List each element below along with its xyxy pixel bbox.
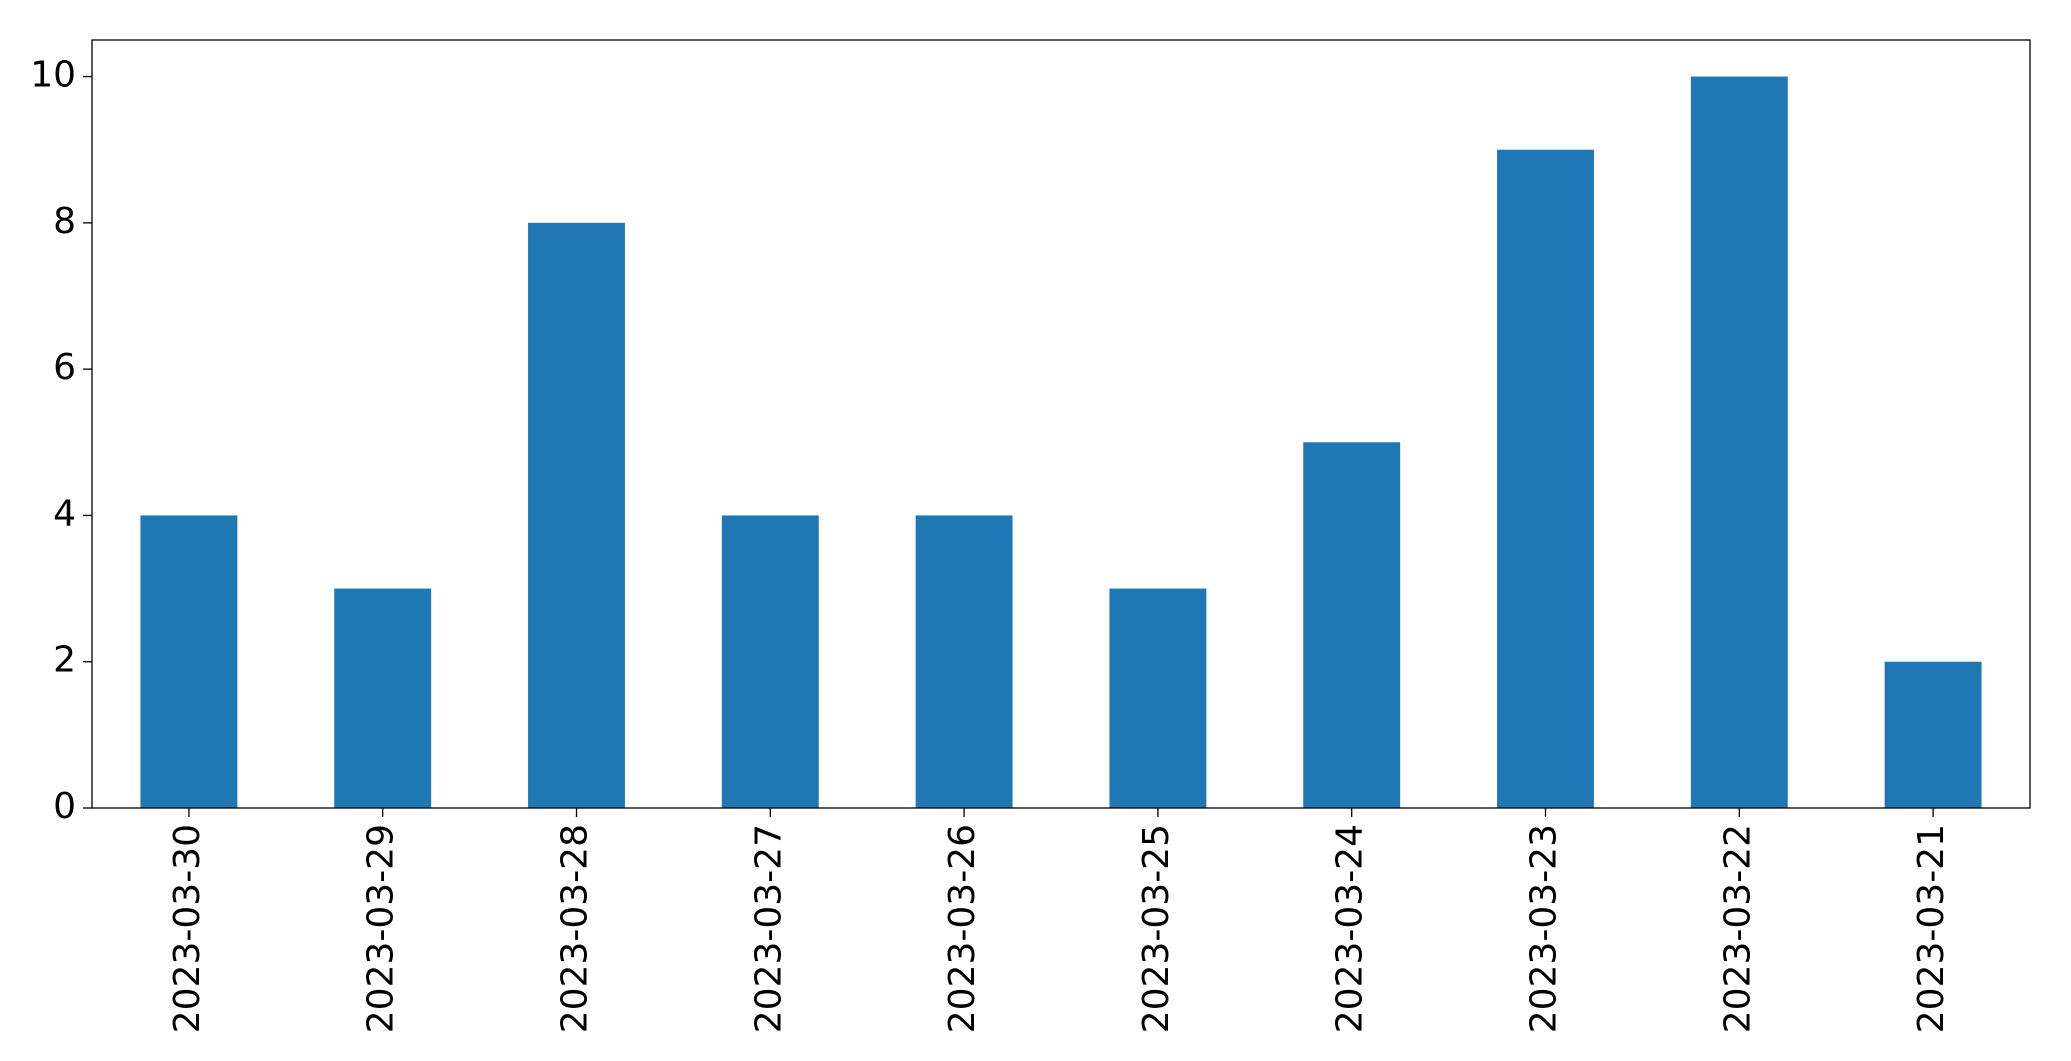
y-tick-label: 0 bbox=[53, 786, 76, 827]
bar bbox=[140, 515, 238, 808]
y-tick-label: 10 bbox=[30, 55, 76, 96]
bar bbox=[1303, 442, 1401, 808]
x-tick-label: 2023-03-26 bbox=[942, 824, 983, 1033]
bar bbox=[721, 515, 819, 808]
bar bbox=[915, 515, 1013, 808]
x-tick-label: 2023-03-21 bbox=[1911, 824, 1952, 1033]
x-tick-label: 2023-03-30 bbox=[167, 824, 208, 1033]
y-tick-label: 4 bbox=[53, 493, 76, 534]
x-tick-label: 2023-03-29 bbox=[361, 824, 402, 1033]
y-tick-label: 2 bbox=[53, 640, 76, 681]
bar bbox=[1690, 76, 1788, 809]
y-tick-label: 6 bbox=[53, 347, 76, 388]
bar bbox=[528, 222, 625, 808]
plot-frame bbox=[91, 39, 2031, 809]
x-tick-label: 2023-03-24 bbox=[1330, 824, 1371, 1033]
y-tick-label: 8 bbox=[53, 201, 76, 242]
x-tick-label: 2023-03-27 bbox=[748, 824, 789, 1033]
x-tick-label: 2023-03-25 bbox=[1136, 824, 1177, 1033]
x-tick-label: 2023-03-28 bbox=[555, 824, 596, 1033]
bar bbox=[1109, 588, 1207, 808]
bar bbox=[1497, 149, 1594, 808]
bar bbox=[1884, 661, 1982, 808]
bar bbox=[334, 588, 432, 808]
x-tick-label: 2023-03-23 bbox=[1524, 824, 1565, 1033]
x-tick-label: 2023-03-22 bbox=[1717, 824, 1758, 1033]
